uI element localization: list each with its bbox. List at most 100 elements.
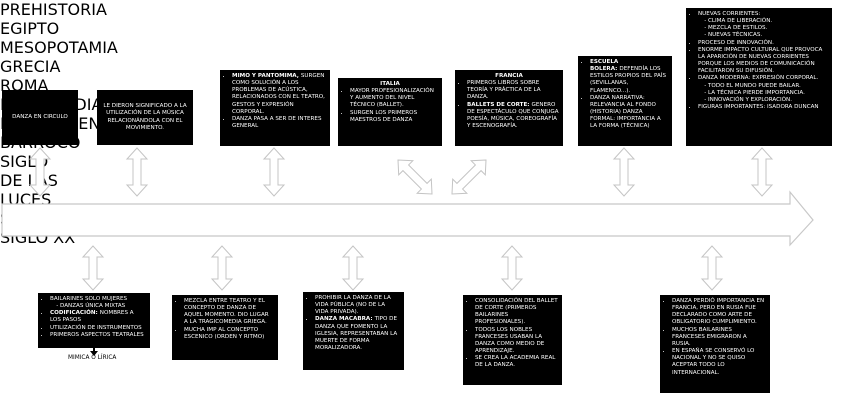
bullet-item: PROHIBIR LA DANZA DE LA VIDA PÚBLICA (NO… [315, 295, 400, 316]
info-box: MEZCLA ENTRE TEATRO Y EL CONCEPTO DE DAN… [172, 295, 278, 360]
item-text: ENORME IMPACTO CULTURAL QUE PROVOCA LA A… [698, 46, 823, 75]
bullet-item: DANZA MODERNA: EXPRESIÓN CORPORAL.TODO E… [698, 75, 828, 104]
info-box: ESCUELA BOLERA:DEFENDÍA LOS ESTILOS PROP… [578, 56, 672, 146]
term: ESCUELA BOLERA: [590, 59, 619, 73]
term: CODIFICACIÓN: [50, 310, 98, 317]
bullet-list: DANZA PERDIÓ IMPORTANCIA EN FRANCIA, PER… [664, 298, 766, 377]
bullet-list: NUEVAS CORRIENTES:CLIMA DE LIBERACIÓN.ME… [690, 11, 828, 111]
double-arrow [700, 245, 724, 291]
item-text: CONSOLIDACIÓN DEL BALLET DE CORTE (PRIME… [475, 298, 558, 326]
info-box: NUEVAS CORRIENTES:CLIMA DE LIBERACIÓN.ME… [686, 8, 832, 146]
bullet-item: EN ESPAÑA SE CONSERVÓ LO NACIONAL Y NO S… [672, 348, 766, 377]
item-text: DANZA PERDIÓ IMPORTANCIA EN FRANCIA, PER… [672, 298, 765, 326]
item-text: DEFENDÍA LOS ESTILOS PROPIOS DEL PAÍS (S… [590, 66, 666, 94]
bullet-list: ESCUELA BOLERA:DEFENDÍA LOS ESTILOS PROP… [582, 59, 668, 131]
item-text: MAYOR PROFESIONALIZACIÓN Y AUMENTO DEL N… [350, 88, 434, 109]
bullet-item: PRIMEROS ASPECTOS TEATRALES [50, 332, 146, 339]
sub-item: TODO EL MUNDO PUEDE BAILAR. [708, 83, 828, 90]
info-box: DANZA EN CIRCULO [2, 90, 78, 145]
bullet-list: BAILARINES SOLO MUJERESDANZAS ÚNICA MIXT… [42, 296, 146, 339]
info-box: LE DIERON SIGNIFICADO A LA UTILIZACIÓN D… [97, 90, 193, 145]
term: MIMO Y PANTOMIMA, [232, 73, 299, 79]
info-box: FRANCIAPRIMEROS LIBROS SOBRE TEORÍA Y PR… [455, 70, 563, 146]
info-box: BAILARINES SOLO MUJERESDANZAS ÚNICA MIXT… [38, 293, 150, 348]
bullet-item: PROCESO DE INNOVACIÓN. [698, 40, 828, 47]
box-title: ITALIA [380, 81, 400, 87]
bullet-item: FIGURAS IMPORTANTES: ISADORA DUNCAN [698, 104, 828, 111]
era-label: PREHISTORIA [0, 0, 107, 19]
bullet-item: ESCUELA BOLERA:DEFENDÍA LOS ESTILOS PROP… [590, 59, 668, 95]
item-text: PROHIBIR LA DANZA DE LA VIDA PÚBLICA (NO… [315, 295, 391, 316]
item-text: UTILIZACIÓN DE INSTRUMENTOS [50, 324, 142, 331]
bullet-item: DANZA PASA A SER DE INTERES GENERAL [232, 116, 326, 130]
double-arrow [262, 147, 286, 197]
bullet-item: DANZA PERDIÓ IMPORTANCIA EN FRANCIA, PER… [672, 298, 766, 327]
item-text: TODOS LOS NOBLES FRANCESES USABAN LA DAN… [475, 326, 545, 355]
bullet-item: BAILARINES SOLO MUJERESDANZAS ÚNICA MIXT… [50, 296, 146, 310]
bullet-item: TODOS LOS NOBLES FRANCESES USABAN LA DAN… [475, 327, 558, 356]
bullet-item: NUEVAS CORRIENTES:CLIMA DE LIBERACIÓN.ME… [698, 11, 828, 40]
box-text: DANZA EN CIRCULO [12, 113, 68, 120]
bullet-item: DANZA NARRATIVA: RELEVANCIA AL FONDO (HI… [590, 95, 668, 131]
item-text: NUEVAS CORRIENTES: [698, 11, 761, 17]
double-arrow [210, 245, 234, 291]
bullet-list: MIMO Y PANTOMIMA,SURGEN COMO SOLUCIÓN A … [224, 73, 326, 130]
sub-item: MEZCLA DE ESTILOS. [708, 25, 828, 32]
info-box: ITALIAMAYOR PROFESIONALIZACIÓN Y AUMENTO… [338, 78, 442, 146]
double-arrow [81, 245, 105, 291]
item-text: EN ESPAÑA SE CONSERVÓ LO NACIONAL Y NO S… [672, 348, 755, 376]
era-label: GRECIA [0, 57, 61, 76]
box-text: LE DIERON SIGNIFICADO A LA UTILIZACIÓN D… [103, 103, 187, 131]
era-label: MESOPOTAMIA [0, 38, 118, 57]
double-arrow [612, 147, 636, 197]
main-arrow [1, 190, 814, 247]
double-arrow [500, 245, 524, 291]
item-text: SURGEN COMO SOLUCIÓN A LOS PROBLEMAS DE … [232, 73, 325, 115]
item-text: DANZA MODERNA: EXPRESIÓN CORPORAL. [698, 75, 819, 82]
item-text: SURGEN LOS PRIMEROS MAESTROS DE DANZA [350, 109, 418, 123]
item-text: FIGURAS IMPORTANTES: ISADORA DUNCAN [698, 104, 819, 111]
bullet-item: ENORME IMPACTO CULTURAL QUE PROVOCA LA A… [698, 47, 828, 76]
bullet-item: SE CREA LA ACADEMIA REAL DE LA DANZA. [475, 355, 558, 369]
info-box: CONSOLIDACIÓN DEL BALLET DE CORTE (PRIME… [463, 295, 562, 385]
item-text: MUCHA IMP AL CONCEPTO ESCENICO (ORDEN Y … [184, 326, 265, 340]
bullet-item: MUCHA IMP AL CONCEPTO ESCENICO (ORDEN Y … [184, 327, 274, 341]
bullet-item: MAYOR PROFESIONALIZACIÓN Y AUMENTO DEL N… [350, 88, 438, 109]
term: DANZA MACABRA: [315, 316, 373, 323]
item-text: MUCHOS BAILARINES FRANCESES EMIGRARON A … [672, 326, 747, 347]
info-box: DANZA PERDIÓ IMPORTANCIA EN FRANCIA, PER… [660, 295, 770, 393]
sub-list: DANZAS ÚNICA MIXTAS [50, 303, 146, 310]
item-text: PROCESO DE INNOVACIÓN. [698, 39, 774, 46]
term: BALLETS DE CORTE: [467, 101, 530, 108]
sub-list: CLIMA DE LIBERACIÓN.MEZCLA DE ESTILOS.NU… [698, 18, 828, 39]
sub-item: INNOVACIÓN Y EXPLORACIÓN. [708, 97, 828, 104]
bullet-item: CODIFICACIÓN:NOMBRES A LOS PASOS [50, 310, 146, 324]
double-arrow [750, 147, 774, 197]
sub-item: NUEVAS TÉCNICAS. [708, 32, 828, 39]
bullet-list: MEZCLA ENTRE TEATRO Y EL CONCEPTO DE DAN… [176, 298, 274, 341]
bullet-list: PRIMEROS LIBROS SOBRE TEORÍA Y PRÁCTICA … [459, 80, 559, 130]
item-text: GENERO DE ESPECTÁCULO QUE CONJUGA POESÍA… [467, 101, 559, 130]
box-title: FRANCIA [495, 73, 523, 79]
double-arrow [28, 147, 52, 197]
bullet-item: MUCHOS BAILARINES FRANCESES EMIGRARON A … [672, 327, 766, 348]
double-arrow [451, 159, 487, 195]
bullet-item: SURGEN LOS PRIMEROS MAESTROS DE DANZA [350, 110, 438, 124]
bullet-item: UTILIZACIÓN DE INSTRUMENTOS [50, 325, 146, 332]
item-text: DANZA PASA A SER DE INTERES GENERAL [232, 115, 322, 130]
item-text: DANZA NARRATIVA: RELEVANCIA AL FONDO (HI… [590, 94, 661, 130]
era-label: EGIPTO [0, 19, 60, 38]
double-arrow [125, 147, 149, 197]
sub-list: TODO EL MUNDO PUEDE BAILAR.LA TÉCNICA PI… [698, 83, 828, 104]
item-text: MEZCLA ENTRE TEATRO Y EL CONCEPTO DE DAN… [184, 298, 269, 326]
bullet-list: MAYOR PROFESIONALIZACIÓN Y AUMENTO DEL N… [342, 88, 438, 124]
info-box: MIMO Y PANTOMIMA,SURGEN COMO SOLUCIÓN A … [220, 70, 330, 146]
double-arrow [397, 159, 433, 195]
sub-item: LA TÉCNICA PIERDE IMPORTANCIA. [708, 90, 828, 97]
bullet-list: PROHIBIR LA DANZA DE LA VIDA PÚBLICA (NO… [307, 295, 400, 352]
bullet-item: CONSOLIDACIÓN DEL BALLET DE CORTE (PRIME… [475, 298, 558, 327]
item-text: SE CREA LA ACADEMIA REAL DE LA DANZA. [475, 355, 556, 369]
